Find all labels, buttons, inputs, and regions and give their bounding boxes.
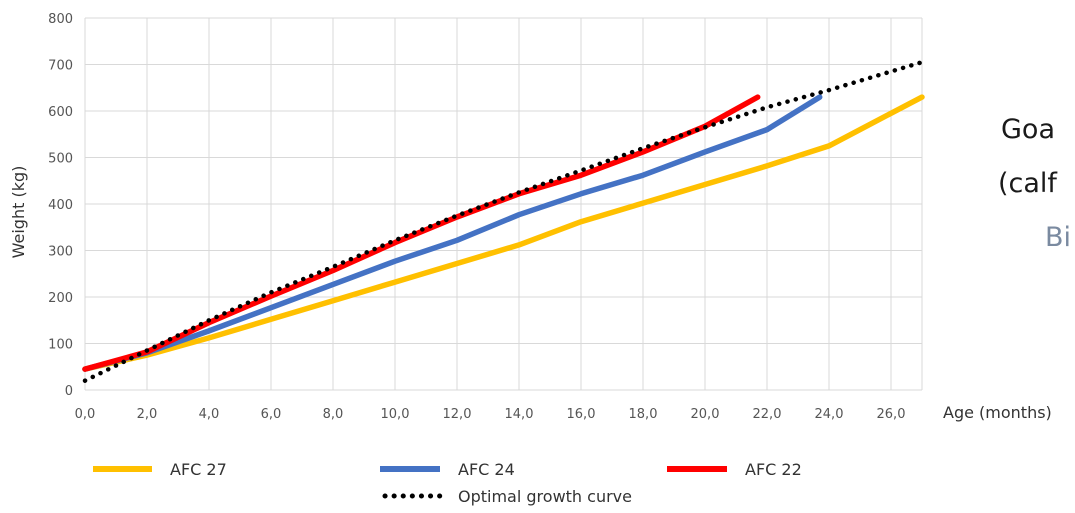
side-text-line2: (calf [998,168,1058,199]
y-tick-label: 600 [48,105,73,120]
legend-label-afc24: AFC 24 [458,460,515,479]
side-text-line3: Bi [1045,222,1071,253]
x-tick-label: 20,0 [691,407,720,422]
y-tick-label: 400 [48,198,73,213]
x-tick-label: 14,0 [505,407,534,422]
y-tick-label: 300 [48,245,73,260]
x-tick-label: 16,0 [567,407,596,422]
x-tick-label: 10,0 [381,407,410,422]
series-lines [82,59,925,383]
x-tick-label: 4,0 [199,407,220,422]
series-line-afc-22 [82,94,761,372]
x-tick-label: 6,0 [261,407,282,422]
legend-label-optimal: Optimal growth curve [458,487,632,506]
x-tick-label: 12,0 [443,407,472,422]
x-tick-label: 22,0 [753,407,782,422]
x-tick-label: 26,0 [877,407,906,422]
x-tick-labels: 0,0 2,0 4,0 6,0 8,0 10,0 12,0 14,0 16,0 18,0 20,0 2… [75,407,906,422]
y-tick-label: 100 [48,338,73,353]
series-line-afc-27 [82,94,925,372]
y-tick-label: 0 [65,384,73,399]
grid-lines [84,17,923,391]
y-tick-label: 700 [48,59,73,74]
y-tick-label: 500 [48,152,73,167]
side-text: Goa (calf Bi [998,114,1071,253]
legend: AFC 27 AFC 24 AFC 22 Optimal growth curv… [93,460,802,506]
series-line-afc-24 [82,94,823,372]
side-text-line1: Goa [1001,114,1055,145]
y-axis-title: Weight (kg) [9,166,28,259]
x-tick-label: 8,0 [323,407,344,422]
x-tick-label: 24,0 [815,407,844,422]
y-tick-label: 800 [48,12,73,27]
x-axis-title: Age (months) [943,403,1052,422]
y-tick-label: 200 [48,291,73,306]
legend-label-afc22: AFC 22 [745,460,802,479]
x-tick-label: 2,0 [137,407,158,422]
y-tick-labels: 0 100 200 300 400 500 600 700 800 [48,12,73,399]
legend-label-afc27: AFC 27 [170,460,227,479]
series-line-optimal-growth-curve [82,59,925,383]
x-tick-label: 18,0 [629,407,658,422]
x-tick-label: 0,0 [75,407,96,422]
